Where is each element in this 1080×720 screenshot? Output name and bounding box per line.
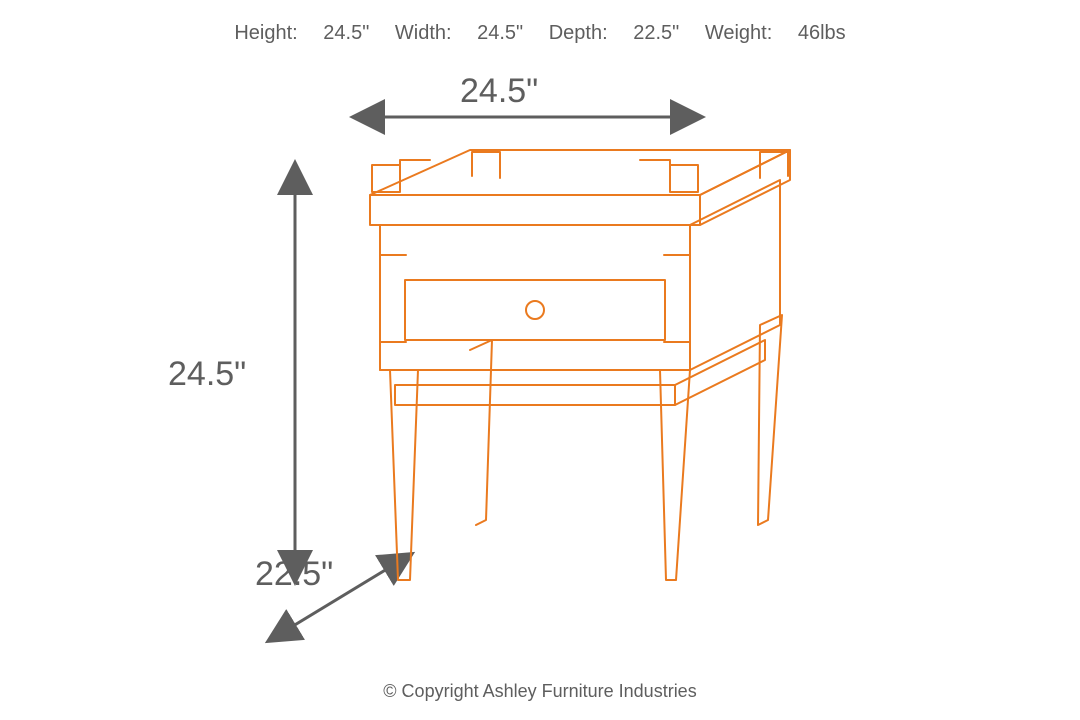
furniture-diagram — [0, 0, 1080, 720]
copyright-text: © Copyright Ashley Furniture Industries — [0, 681, 1080, 702]
end-table-drawing — [370, 150, 790, 580]
depth-arrow — [270, 555, 410, 640]
